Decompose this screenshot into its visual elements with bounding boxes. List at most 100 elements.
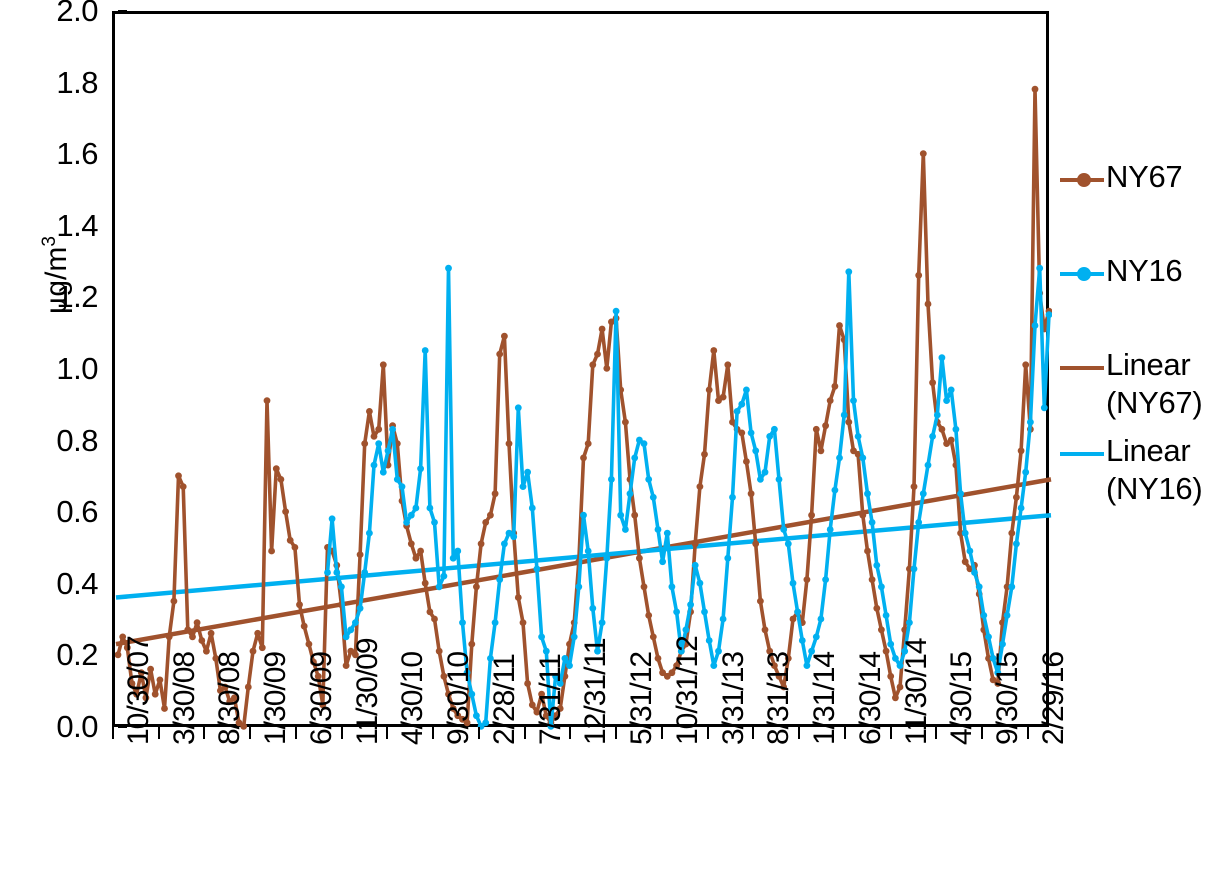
series-marker [975, 583, 983, 591]
x-axis-tick-mark [752, 727, 755, 739]
y-axis-tick-label: 1.8 [56, 64, 98, 100]
series-marker [826, 397, 834, 404]
series-marker [752, 447, 760, 455]
series-marker [864, 490, 871, 498]
series-marker [873, 604, 881, 612]
series-marker [217, 687, 224, 694]
legend-item-ny67[interactable]: NY67 [1058, 158, 1215, 196]
series-marker [943, 397, 950, 404]
series-marker [747, 490, 755, 498]
series-marker [645, 476, 653, 483]
series-marker [524, 468, 531, 476]
series-marker [133, 690, 140, 698]
series-marker [384, 447, 392, 455]
series-marker [659, 669, 666, 677]
series-marker [598, 619, 606, 626]
series-marker [528, 701, 536, 709]
x-axis-tick-label: 1/31/14 [808, 651, 842, 745]
series-marker [892, 694, 899, 702]
series-marker [1013, 540, 1020, 548]
y-axis-tick-label: 1.0 [56, 351, 98, 386]
series-marker [896, 662, 904, 669]
series-marker [324, 569, 331, 576]
series-marker [780, 683, 788, 691]
series-marker [268, 547, 275, 555]
x-axis-tick-mark [706, 727, 709, 739]
series-marker [882, 647, 890, 655]
series-marker [999, 640, 1006, 648]
series-marker [170, 597, 178, 605]
series-marker [617, 511, 625, 519]
series-marker [473, 583, 480, 591]
series-marker [366, 408, 373, 415]
series-marker [575, 583, 583, 591]
series-marker [580, 511, 587, 519]
series-marker [142, 694, 150, 702]
series-marker [784, 655, 792, 662]
series-marker [1003, 612, 1011, 619]
series-marker [729, 493, 736, 501]
series-marker [189, 633, 196, 641]
x-axis-tick-mark [889, 727, 892, 739]
series-marker [691, 561, 699, 569]
series-marker [803, 662, 811, 669]
series-marker [514, 404, 522, 412]
series-marker [994, 669, 1002, 677]
x-axis-tick-mark [935, 727, 938, 739]
series-marker [938, 425, 946, 433]
series-marker [924, 461, 932, 469]
series-marker [375, 440, 383, 447]
series-marker [501, 540, 508, 548]
series-marker [947, 386, 955, 394]
x-axis-tick-mark [249, 727, 252, 739]
x-axis-tick-label: 3/30/08 [167, 651, 201, 745]
series-marker [389, 425, 396, 433]
series-marker [701, 608, 708, 616]
series-marker [705, 637, 713, 644]
series-marker [249, 647, 257, 655]
series-marker [417, 547, 424, 555]
x-axis-tick-mark [340, 727, 343, 739]
series-marker [454, 547, 462, 555]
legend-item-ny16[interactable]: NY16 [1058, 252, 1215, 290]
series-marker [640, 583, 648, 591]
y-axis-tick-label: 0.0 [56, 709, 98, 744]
series-marker [1036, 264, 1044, 272]
series-marker [594, 350, 601, 358]
series-marker [757, 597, 764, 605]
series-marker [701, 450, 708, 458]
series-marker [151, 690, 159, 698]
series-marker [533, 565, 541, 573]
series-marker [356, 551, 364, 558]
series-marker [519, 483, 527, 490]
x-axis-tick-label: 8/30/08 [213, 651, 247, 745]
series-marker [896, 683, 904, 691]
series-marker [431, 615, 438, 623]
series-marker [598, 325, 606, 333]
series-marker [980, 612, 988, 619]
legend-item-linear-ny67[interactable]: Linear (NY67) [1058, 346, 1215, 422]
series-marker [147, 665, 154, 673]
series-marker [682, 626, 690, 634]
series-marker [258, 644, 266, 652]
series-marker [254, 629, 262, 637]
series-marker [840, 411, 848, 419]
series-marker [398, 483, 406, 490]
series-marker [668, 583, 676, 591]
series-marker [403, 519, 410, 526]
plot-area [112, 11, 1052, 730]
series-marker [654, 526, 662, 533]
series-marker [328, 515, 336, 523]
legend-item-linear-ny16[interactable]: Linear (NY16) [1058, 432, 1215, 508]
series-marker [663, 672, 671, 680]
series-marker [440, 672, 448, 680]
x-axis-tick-label: 11/30/09 [350, 638, 384, 745]
series-marker [1013, 493, 1020, 501]
legend-label-linear-ny16-line1: Linear [1106, 433, 1191, 468]
series-marker [496, 576, 504, 583]
series-marker [608, 476, 615, 483]
series-marker [719, 393, 727, 401]
series-marker [580, 454, 587, 462]
series-marker [379, 468, 387, 476]
series-marker [771, 425, 778, 433]
